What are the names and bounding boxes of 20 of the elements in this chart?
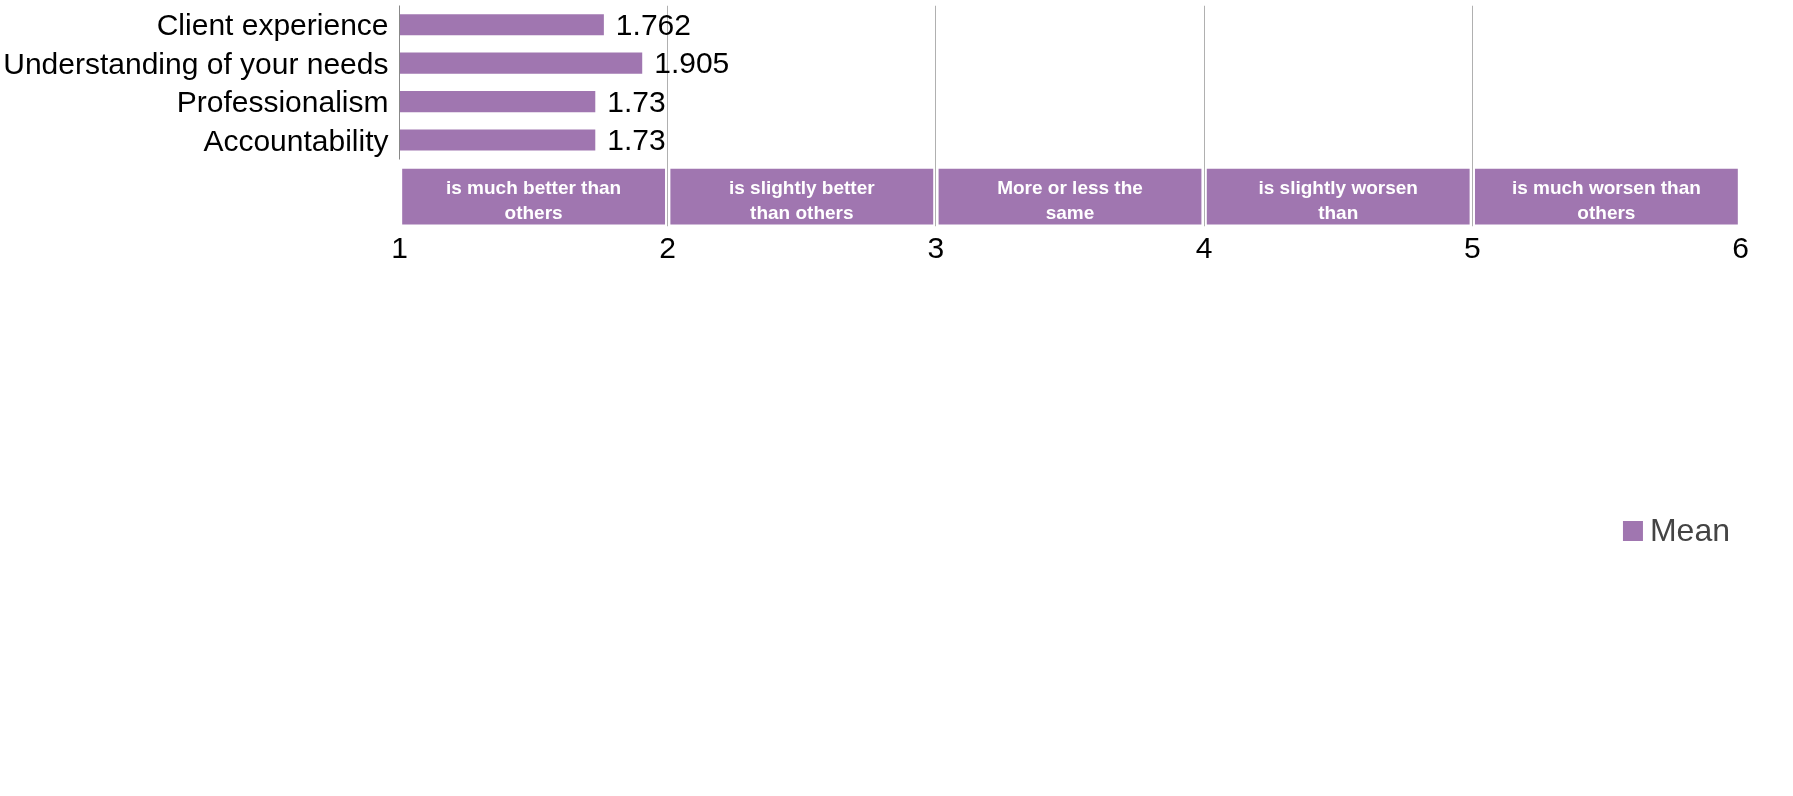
legend-label: Mean	[1649, 511, 1730, 549]
x-tick-label: 3	[927, 230, 945, 264]
x-tick-label: 2	[659, 230, 677, 264]
text: is much worsen than others	[1511, 176, 1701, 223]
x-tick-label: 1	[391, 230, 408, 264]
data-label: 1.73	[607, 84, 666, 118]
data-label: 1.762	[615, 7, 691, 41]
x-tick-label: 5	[1463, 230, 1481, 264]
text: is slightly better than others	[728, 176, 876, 223]
data-label: 1.73	[607, 123, 666, 157]
y-tick-label: Accountability	[203, 123, 389, 157]
y-tick-label: Client experience	[156, 8, 389, 42]
text: is much better than others	[445, 176, 622, 223]
y-tick-label: Understanding of your needs	[3, 46, 389, 80]
y-tick-label: Professionalism	[176, 85, 389, 119]
text: More or less the same	[997, 176, 1143, 223]
text: is slightly worsen than	[1258, 176, 1418, 223]
x-tick-label: 4	[1195, 230, 1213, 264]
data-label: 1.905	[654, 46, 730, 80]
x-tick-label: 6	[1732, 230, 1749, 264]
